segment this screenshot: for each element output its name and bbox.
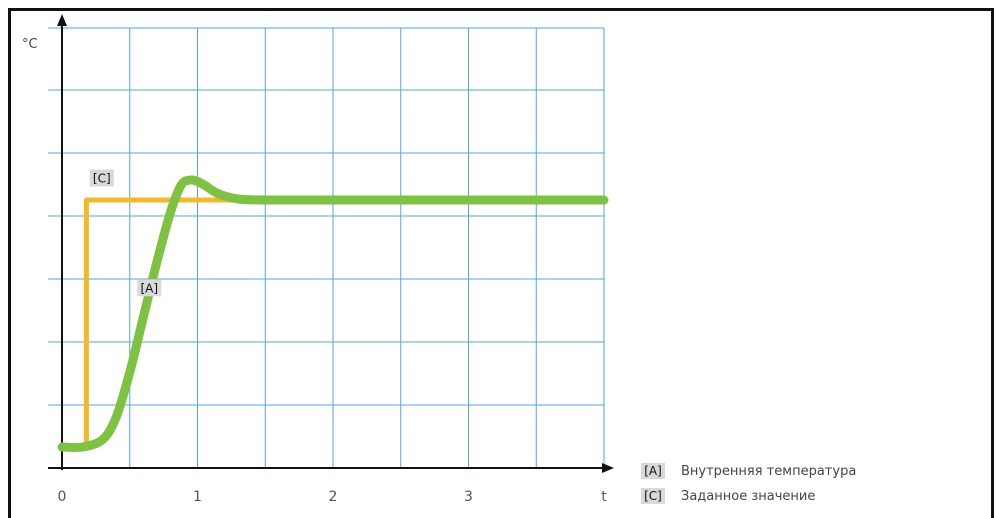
legend: [A] Внутренняя температура [C] Заданное зна… — [641, 463, 856, 504]
x-axis-arrow — [602, 463, 614, 473]
annotation-tag-label: [C] — [93, 172, 111, 186]
annotation-tag: [C] — [89, 169, 114, 187]
y-axis-arrow — [57, 14, 67, 26]
x-tick-label: 1 — [193, 489, 202, 505]
chart-grid — [48, 27, 605, 468]
annotation-tag-box — [137, 279, 162, 297]
legend-tag-label: [A] — [644, 464, 662, 478]
y-axis-label: °C — [22, 37, 38, 52]
series-group — [57, 175, 609, 453]
chart-frame — [8, 8, 994, 518]
x-tick-label: 0 — [58, 489, 67, 505]
legend-tag-label: [C] — [644, 489, 662, 503]
x-tick-labels: 0 1 2 3 — [58, 489, 473, 505]
chart-axes — [48, 14, 614, 473]
x-tick-label: 3 — [464, 489, 473, 505]
annotation-tag: [A] — [137, 279, 162, 297]
legend-tag-box — [641, 463, 665, 479]
annotation-group: [C] [A] — [89, 169, 162, 297]
x-axis-label: t — [601, 489, 607, 505]
legend-item: [A] Внутренняя температура — [641, 463, 856, 479]
series-line-internal-temperature — [57, 175, 609, 453]
annotation-tag-label: [A] — [140, 281, 158, 295]
legend-tag-box — [641, 488, 665, 504]
legend-series-name: Внутренняя температура — [681, 464, 856, 479]
legend-item: [C] Заданное значение — [641, 488, 815, 504]
annotation-tag-box — [89, 169, 114, 187]
x-tick-label: 2 — [329, 489, 338, 505]
legend-series-name: Заданное значение — [681, 489, 815, 504]
